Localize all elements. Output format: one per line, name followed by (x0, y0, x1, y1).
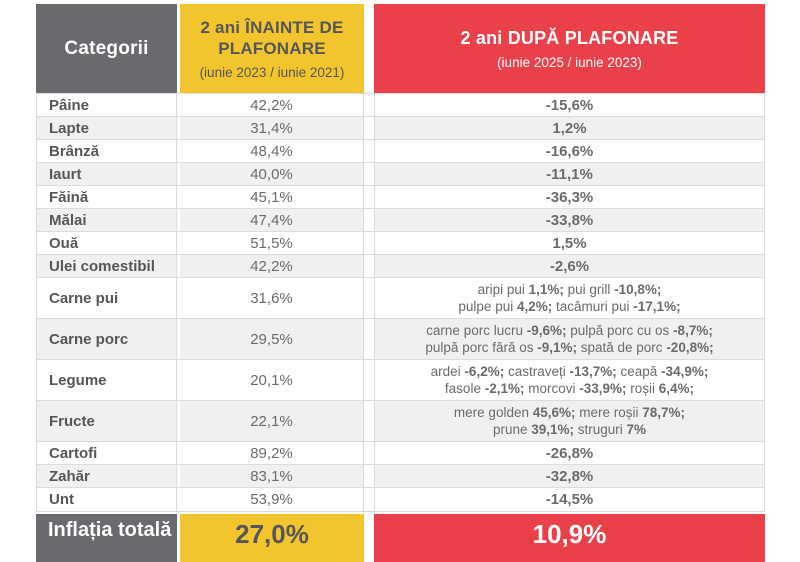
header-after-title: 2 ani DUPĂ PLAFONARE (460, 27, 679, 48)
after-value: -16,6% (545, 142, 594, 160)
after-detail-line: prune 39,1%; struguri 7% (492, 422, 647, 437)
after-value-cell: -32,8% (374, 465, 765, 487)
after-detail-line: aripi pui 1,1%; pui grill -10,8%; (477, 282, 662, 297)
before-value-cell: 47,4% (180, 209, 364, 231)
table-row: Unt 53,9% -14,5% (36, 488, 765, 511)
before-value-cell: 42,2% (180, 94, 364, 116)
before-value-cell: 31,4% (180, 117, 364, 139)
after-value-cell: 1,2% (374, 117, 765, 139)
table-row: Brânză 48,4% -16,6% (36, 140, 765, 163)
table-header: Categorii 2 ani ÎNAINTE DE PLAFONARE (iu… (36, 4, 765, 93)
before-value-cell: 31,6% (180, 278, 364, 318)
before-value-cell: 83,1% (180, 465, 364, 487)
after-value-cell: -36,3% (374, 186, 765, 208)
table-row: Făină 45,1% -36,3% (36, 186, 765, 209)
after-detail-line: mere golden 45,6%; mere roșii 78,7%; (453, 405, 686, 420)
after-value: -11,1% (546, 165, 593, 183)
before-value-cell: 53,9% (180, 488, 364, 511)
footer-after-total: 10,9% (374, 514, 765, 562)
before-value-cell: 22,1% (180, 401, 364, 441)
inflation-table: Categorii 2 ani ÎNAINTE DE PLAFONARE (iu… (36, 4, 765, 562)
after-value-cell: mere golden 45,6%; mere roșii 78,7%; prun… (374, 401, 765, 441)
table-row: Lapte 31,4% 1,2% (36, 117, 765, 140)
after-detail-line: carne porc lucru -9,6%; pulpă porc cu os… (426, 323, 713, 338)
category-cell: Ouă (36, 232, 177, 254)
table-row: Carne porc 29,5% carne porc lucru -9,6%; p… (36, 319, 765, 360)
after-value-cell: carne porc lucru -9,6%; pulpă porc cu os… (374, 319, 765, 359)
after-value: -26,8% (545, 444, 594, 462)
after-value: -2,6% (549, 257, 590, 275)
table-row: Fructe 22,1% mere golden 45,6%; mere roșii… (36, 401, 765, 442)
category-cell: Făină (36, 186, 177, 208)
after-value-cell: -26,8% (374, 442, 765, 464)
footer-category-label: Inflația totală (36, 514, 177, 562)
table-row: Zahăr 83,1% -32,8% (36, 465, 765, 488)
header-before-title: 2 ani ÎNAINTE DE PLAFONARE (200, 18, 344, 58)
category-cell: Zahăr (36, 465, 177, 487)
footer-before-total: 27,0% (180, 514, 364, 562)
after-value-cell: -15,6% (374, 94, 765, 116)
table-footer-row: Inflația totală 27,0% 10,9% (36, 514, 765, 562)
table-row: Legume 20,1% ardei -6,2%; castraveți -13,7… (36, 360, 765, 401)
before-value-cell: 48,4% (180, 140, 364, 162)
after-value: 1,5% (552, 234, 587, 252)
before-value-cell: 42,2% (180, 255, 364, 277)
after-detail-line: pulpe pui 4,2%; tacâmuri pui -17,1%; (458, 299, 681, 314)
category-cell: Mălai (36, 209, 177, 231)
category-cell: Lapte (36, 117, 177, 139)
category-cell: Iaurt (36, 163, 177, 185)
table-row: Mălai 47,4% -33,8% (36, 209, 765, 232)
header-category-cell: Categorii (36, 4, 177, 93)
before-value-cell: 29,5% (180, 319, 364, 359)
table-body: Pâine 42,2% -15,6% Lapte 31,4% 1,2% Brânză 48,4… (36, 93, 765, 512)
after-value: -15,6% (545, 96, 594, 114)
table-row: Pâine 42,2% -15,6% (36, 94, 765, 117)
before-value-cell: 45,1% (180, 186, 364, 208)
category-cell: Ulei comestibil (36, 255, 177, 277)
table-row: Ouă 51,5% 1,5% (36, 232, 765, 255)
table-row: Carne pui 31,6% aripi pui 1,1%; pui grill … (36, 278, 765, 319)
after-value: -14,5% (545, 491, 594, 508)
after-detail-line: fasole -2,1%; morcovi -33,9%; roșii 6,4%… (444, 381, 695, 396)
table-row: Ulei comestibil 42,2% -2,6% (36, 255, 765, 278)
after-value-cell: ardei -6,2%; castraveți -13,7%; ceapă -3… (374, 360, 765, 400)
after-value-cell: -11,1% (374, 163, 765, 185)
header-category-label: Categorii (64, 38, 149, 59)
before-value-cell: 20,1% (180, 360, 364, 400)
table-row: Cartofi 89,2% -26,8% (36, 442, 765, 465)
after-value-cell: -14,5% (374, 488, 765, 511)
category-cell: Pâine (36, 94, 177, 116)
category-cell: Legume (36, 360, 177, 400)
after-value: 1,2% (552, 119, 587, 137)
category-cell: Cartofi (36, 442, 177, 464)
before-value-cell: 89,2% (180, 442, 364, 464)
after-value-cell: -2,6% (374, 255, 765, 277)
header-after-cell: 2 ani DUPĂ PLAFONARE (iunie 2025 / iunie… (374, 4, 765, 93)
category-cell: Carne porc (36, 319, 177, 359)
header-before-subtitle: (iunie 2023 / iunie 2021) (199, 65, 345, 80)
category-cell: Brânză (36, 140, 177, 162)
after-value-cell: -16,6% (374, 140, 765, 162)
category-cell: Fructe (36, 401, 177, 441)
after-detail-line: pulpă porc fără os -9,1%; spată de porc … (425, 340, 714, 355)
table-row: Iaurt 40,0% -11,1% (36, 163, 765, 186)
after-detail-line: ardei -6,2%; castraveți -13,7%; ceapă -3… (430, 364, 709, 379)
header-after-subtitle: (iunie 2025 / iunie 2023) (497, 54, 642, 70)
category-cell: Unt (36, 488, 177, 511)
before-value-cell: 51,5% (180, 232, 364, 254)
after-value-cell: aripi pui 1,1%; pui grill -10,8%; pulpe p… (374, 278, 765, 318)
header-before-cell: 2 ani ÎNAINTE DE PLAFONARE (iunie 2023 /… (180, 4, 364, 93)
after-value-cell: -33,8% (374, 209, 765, 231)
before-value-cell: 40,0% (180, 163, 364, 185)
category-cell: Carne pui (36, 278, 177, 318)
after-value: -36,3% (545, 188, 594, 206)
after-value-cell: 1,5% (374, 232, 765, 254)
after-value: -32,8% (545, 467, 594, 485)
after-value: -33,8% (545, 211, 594, 229)
